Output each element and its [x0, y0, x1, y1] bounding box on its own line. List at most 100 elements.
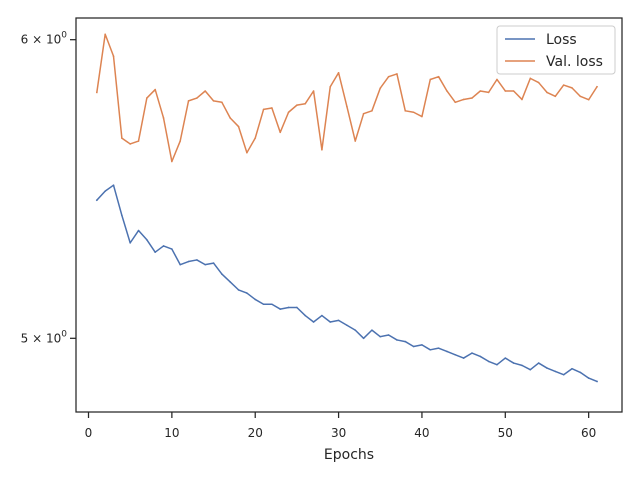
data-point-loss [571, 367, 573, 370]
data-point-val-loss [121, 137, 123, 139]
data-point-loss [462, 357, 465, 359]
legend: Loss Val. loss [496, 25, 616, 75]
data-point-val-loss [537, 81, 540, 84]
y-tick-label: 6 × 100 [21, 31, 68, 47]
data-point-loss [196, 259, 198, 261]
data-point-loss [254, 298, 257, 301]
data-point-val-loss [296, 104, 298, 106]
data-point-loss [154, 251, 156, 253]
data-point-val-loss [229, 117, 232, 119]
data-point-loss [521, 364, 523, 367]
data-point-loss [354, 329, 357, 331]
data-point-loss [212, 262, 215, 264]
data-point-val-loss [112, 55, 115, 57]
data-point-loss [496, 363, 498, 366]
x-tick-label: 50 [498, 426, 513, 440]
x-tick-label: 10 [164, 426, 179, 440]
data-point-val-loss [512, 90, 515, 92]
data-point-val-loss [496, 78, 498, 81]
data-point-val-loss [287, 111, 290, 114]
data-point-loss [187, 260, 190, 263]
data-point-val-loss [579, 95, 582, 98]
legend-label-val-loss: Val. loss [546, 54, 603, 70]
data-point-loss [179, 263, 181, 266]
data-point-loss [262, 303, 265, 306]
data-point-val-loss [562, 84, 565, 86]
data-point-loss [471, 352, 473, 354]
series-loss [95, 184, 598, 383]
data-point-loss [171, 248, 173, 250]
data-point-loss [229, 281, 232, 283]
data-point-loss [237, 289, 240, 291]
x-axis-title: Epochs [324, 447, 374, 463]
data-point-val-loss [346, 105, 348, 108]
data-point-loss [412, 345, 415, 348]
data-point-loss [112, 184, 115, 186]
plot-frame [75, 17, 623, 413]
data-point-loss [121, 214, 123, 217]
x-tick-label: 0 [85, 426, 93, 440]
data-point-val-loss [271, 107, 273, 109]
data-point-loss [337, 319, 340, 322]
x-tick-label: 30 [331, 426, 346, 440]
data-point-loss [162, 245, 165, 247]
data-point-val-loss [446, 90, 448, 92]
data-point-loss [271, 303, 273, 306]
plot-background [76, 18, 622, 412]
data-point-loss [504, 357, 507, 359]
data-point-val-loss [204, 90, 207, 92]
data-point-val-loss [146, 97, 148, 99]
data-point-val-loss [479, 90, 482, 92]
data-point-val-loss [262, 108, 265, 111]
data-point-val-loss [104, 33, 106, 36]
data-point-loss [479, 355, 482, 358]
data-point-val-loss [412, 111, 415, 114]
data-point-loss [371, 329, 373, 331]
y-tick-label: 5 × 100 [21, 329, 68, 345]
data-point-loss [579, 371, 582, 374]
data-point-loss [346, 324, 348, 327]
data-point-val-loss [404, 110, 407, 112]
data-point-val-loss [362, 112, 365, 115]
data-point-loss [329, 321, 332, 323]
data-point-val-loss [396, 73, 398, 75]
data-point-val-loss [162, 117, 165, 119]
y-axis-ticks: 5 × 100 6 × 100 [21, 31, 76, 345]
legend-label-loss: Loss [546, 32, 577, 48]
data-point-val-loss [171, 160, 173, 163]
data-point-val-loss [196, 97, 198, 99]
data-point-loss [396, 339, 398, 341]
data-point-val-loss [312, 90, 315, 92]
data-point-val-loss [187, 100, 190, 102]
data-point-loss [304, 314, 307, 317]
data-point-val-loss [279, 131, 282, 134]
data-point-val-loss [321, 148, 323, 151]
data-point-val-loss [154, 88, 156, 91]
data-point-val-loss [96, 91, 98, 94]
data-point-val-loss [487, 91, 490, 94]
data-point-loss [96, 199, 98, 201]
data-point-val-loss [379, 87, 382, 89]
data-point-loss [529, 368, 532, 371]
data-point-val-loss [179, 140, 181, 142]
data-point-loss [362, 337, 365, 340]
data-point-val-loss [221, 101, 223, 104]
data-point-val-loss [304, 102, 307, 105]
data-point-val-loss [337, 71, 340, 74]
data-point-loss [387, 334, 390, 336]
data-point-val-loss [371, 110, 373, 112]
data-point-loss [546, 367, 548, 369]
data-point-loss [129, 242, 131, 244]
data-point-loss [437, 347, 440, 349]
data-point-loss [279, 308, 282, 310]
data-point-val-loss [212, 100, 215, 102]
data-point-val-loss [587, 98, 590, 101]
data-point-loss [321, 314, 323, 317]
data-point-loss [562, 373, 565, 376]
data-point-val-loss [462, 98, 465, 101]
data-point-val-loss [529, 77, 532, 80]
data-point-val-loss [387, 75, 390, 78]
data-point-loss [421, 344, 423, 346]
x-tick-label: 60 [581, 426, 596, 440]
